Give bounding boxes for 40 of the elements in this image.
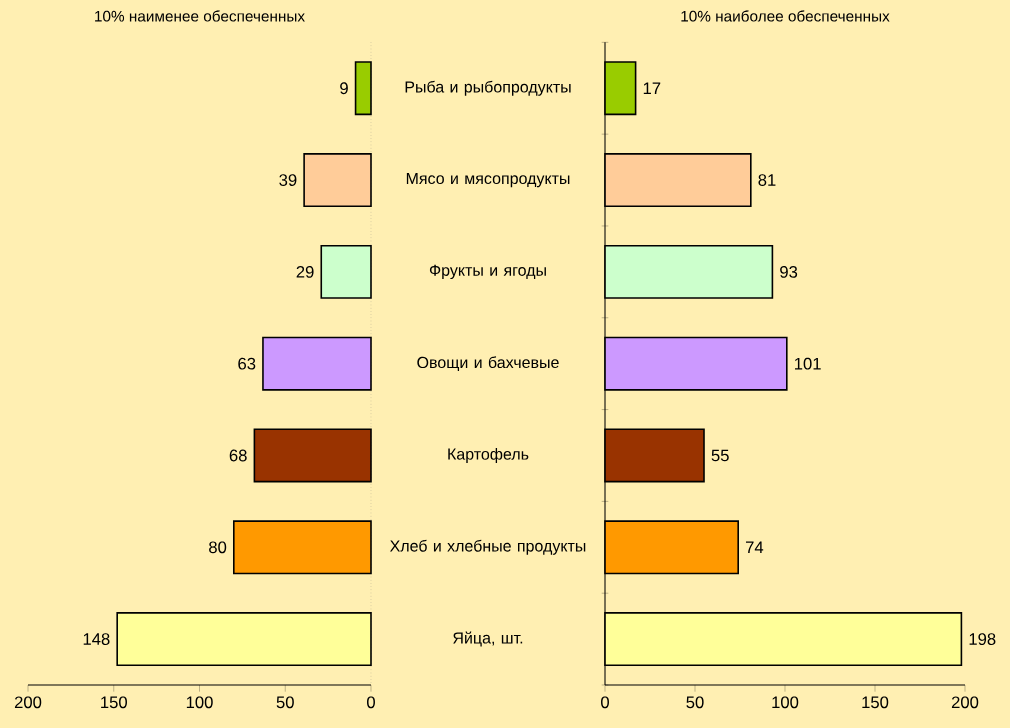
data-label: 81	[758, 174, 776, 186]
x-tick-label: 0	[367, 696, 375, 709]
category-label: Картофель	[448, 448, 529, 463]
data-label: 198	[969, 633, 996, 645]
chart-title: 10% наиболее обеспеченных	[681, 10, 890, 22]
x-tick-label: 0	[601, 696, 609, 709]
bar	[262, 336, 372, 391]
bar	[116, 612, 372, 667]
data-label: 55	[711, 449, 729, 462]
category-label: Мясо и мясопродукты	[406, 172, 570, 188]
data-label: 9	[340, 82, 348, 95]
category-label: Рыба и рыбопродукты	[405, 80, 571, 96]
category-label: Яйца, шт.	[453, 631, 523, 647]
chart-title: 10% наименее обеспеченных	[95, 10, 305, 22]
data-label: 63	[238, 357, 256, 370]
x-tick-label: 100	[772, 696, 799, 709]
x-tick-label: 50	[686, 696, 704, 709]
data-label: 68	[229, 449, 247, 462]
data-label: 29	[296, 265, 314, 278]
x-tick-label: 200	[14, 696, 42, 709]
x-tick-label: 150	[101, 696, 127, 709]
x-tick-label: 150	[862, 696, 889, 709]
data-label: 80	[209, 541, 227, 554]
data-label: 39	[279, 174, 297, 186]
category-label: Хлеб и хлебные продукты	[389, 539, 586, 555]
bar	[320, 244, 372, 299]
data-label: 148	[83, 633, 110, 645]
data-label: 101	[795, 357, 821, 370]
data-label: 74	[745, 541, 764, 554]
category-label: Фрукты и ягоды	[429, 264, 546, 280]
x-tick-label: 200	[951, 696, 979, 709]
x-tick-label: 50	[276, 696, 294, 709]
bar	[233, 520, 372, 575]
category-label: Овощи и бахчевые	[417, 356, 559, 372]
data-label: 17	[643, 82, 661, 94]
bar	[253, 428, 372, 483]
bar	[354, 61, 372, 116]
bar	[303, 153, 372, 208]
data-label: 93	[780, 265, 798, 278]
x-tick-label: 100	[186, 696, 213, 709]
